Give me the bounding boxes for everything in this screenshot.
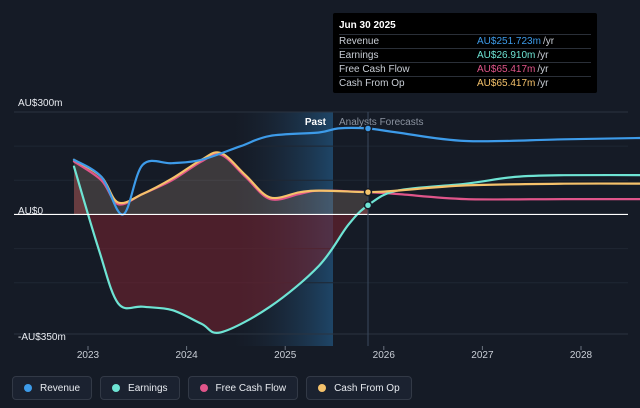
series-line-cash_from_op: [72, 151, 640, 205]
tooltip: Jun 30 2025 Revenue AU$251.723m/yr Earning…: [333, 13, 597, 93]
tooltip-row: Revenue AU$251.723m/yr: [339, 34, 591, 48]
series-line-earnings: [72, 165, 640, 334]
tooltip-row: Cash From Op AU$65.417m/yr: [339, 76, 591, 90]
tooltip-row-label: Cash From Op: [339, 78, 405, 89]
tooltip-row-unit: /yr: [542, 36, 555, 47]
legend-label: Earnings: [128, 382, 168, 394]
legend-dot-icon: [24, 384, 32, 392]
legend-dot-icon: [112, 384, 121, 392]
tooltip-row-unit: /yr: [537, 78, 549, 89]
legend-item-earnings[interactable]: Earnings: [100, 376, 180, 400]
tooltip-row-value: AU$251.723m: [477, 36, 541, 47]
cash-area-fill: [74, 152, 368, 215]
financial-chart: AU$300m AU$0 -AU$350m Past Analysts Fore…: [14, 98, 640, 361]
series-line-revenue: [72, 126, 640, 216]
x-tick-label: 2027: [471, 350, 494, 361]
tooltip-row: Earnings AU$26.910m/yr: [339, 48, 591, 62]
x-tick-label: 2026: [373, 350, 396, 361]
legend-item-free-cash-flow[interactable]: Free Cash Flow: [187, 376, 299, 400]
legend-label: Cash From Op: [334, 382, 400, 394]
tooltip-row-value: AU$65.417m: [477, 64, 536, 75]
tooltip-row-label: Free Cash Flow: [339, 64, 410, 75]
tooltip-row-label: Earnings: [339, 50, 379, 61]
y-label-bottom: -AU$350m: [18, 332, 66, 343]
legend: Revenue Earnings Free Cash Flow Cash From O…: [12, 376, 420, 400]
tooltip-row-value: AU$65.417m: [477, 78, 536, 89]
marker-earnings: [363, 201, 373, 210]
tooltip-row-unit: /yr: [537, 64, 549, 75]
tooltip-date: Jun 30 2025: [339, 20, 396, 31]
earnings-area-fill: [74, 166, 368, 333]
legend-item-cash-from-op[interactable]: Cash From Op: [306, 376, 412, 400]
past-label: Past: [305, 117, 327, 128]
marker-revenue: [363, 124, 373, 133]
x-tick-label: 2025: [274, 350, 297, 361]
x-tick-label: 2024: [175, 350, 198, 361]
x-tick-label: 2028: [570, 350, 593, 361]
forecast-label: Analysts Forecasts: [339, 117, 423, 128]
legend-label: Revenue: [40, 382, 81, 394]
y-label-top: AU$300m: [18, 98, 62, 109]
tooltip-row-label: Revenue: [339, 36, 380, 47]
legend-dot-icon: [318, 384, 327, 392]
tooltip-row: Free Cash Flow AU$65.417m/yr: [339, 62, 591, 76]
legend-item-revenue[interactable]: Revenue: [12, 376, 93, 400]
tooltip-row-unit: /yr: [537, 50, 549, 61]
tooltip-row-value: AU$26.910m: [477, 50, 536, 61]
legend-dot-icon: [199, 384, 208, 392]
x-tick-label: 2023: [77, 350, 100, 361]
legend-label: Free Cash Flow: [215, 382, 287, 394]
marker-cash_from_op: [363, 187, 373, 197]
y-label-zero: AU$0: [18, 206, 43, 217]
